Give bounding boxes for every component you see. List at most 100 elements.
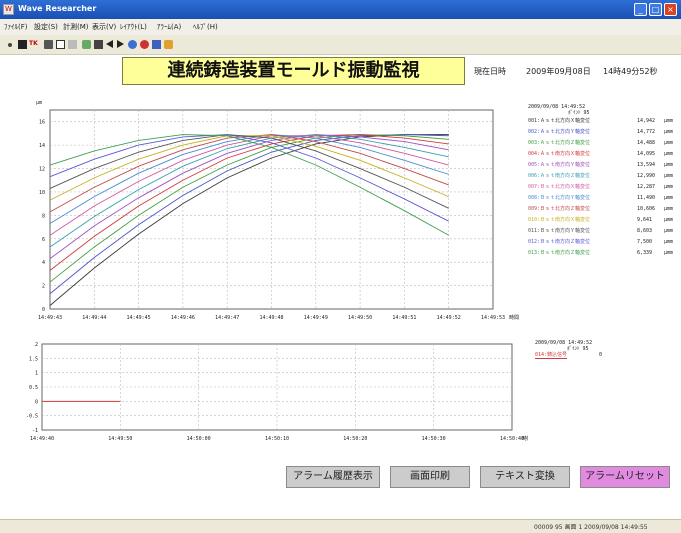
blue-circle-icon[interactable] (128, 40, 137, 49)
y-tick-label: 16 (39, 120, 45, 126)
legend-item: 004:Ａｓｔ南方向Ｘ軸変位 14,095 μmm (528, 149, 678, 160)
copy-icon[interactable] (68, 40, 77, 49)
series-line (49, 134, 449, 209)
legend-item: 002:Ａｓｔ北方向Ｙ軸変位 14,772 μmm (528, 127, 678, 138)
y-tick-label: 2 (42, 284, 45, 290)
menu-view[interactable]: 表示(V) (92, 23, 117, 31)
menu-bar: ﾌｧｲﾙ(F) 設定(S) 計測(M) 表示(V) ﾚｲｱｳﾄ(L) ｱﾗｰﾑ(… (0, 19, 681, 35)
y-tick-label: 8 (42, 213, 45, 219)
series-line (49, 134, 449, 222)
chart2-legend: 2009/09/08 14:49:52 ﾎﾟｲﾝﾄ 95 014:鋳込信号 0 (535, 340, 675, 359)
legend-label: 005:Ａｓｔ南方向Ｙ軸変位 (528, 162, 591, 168)
x-tick-label: 14:50:40 (500, 436, 524, 442)
x-tick-label: 14:49:50 (108, 436, 132, 442)
minimize-button[interactable]: _ (634, 3, 647, 16)
x-unit-label: 時間 (522, 436, 528, 442)
legend-label: 009:Ｂｓｔ北方向Ｚ軸変位 (528, 206, 591, 212)
legend-item: 006:Ａｓｔ南方向Ｚ軸変位 12,990 μmm (528, 171, 678, 182)
legend2-point: ﾎﾟｲﾝﾄ 95 (567, 346, 589, 352)
legend-value: 14,488 (637, 140, 656, 146)
legend-label: 002:Ａｓｔ北方向Ｙ軸変位 (528, 129, 591, 135)
y-tick-label: 12 (39, 167, 45, 173)
menu-alarm[interactable]: ｱﾗｰﾑ(A) (157, 23, 182, 31)
page-title: 連続鋳造装置モールド振動監視 (122, 57, 465, 85)
series-line (49, 134, 449, 248)
series-line (49, 135, 449, 201)
legend-value: 14,942 (637, 118, 656, 124)
alarm-history-button[interactable]: アラーム履歴表示 (286, 466, 380, 488)
legend-label: 012:Ｂｓｔ南方向Ｚ軸変位 (528, 239, 591, 245)
legend-item: 005:Ａｓｔ南方向Ｙ軸変位 13,594 μmm (528, 160, 678, 171)
title-bar: W Wave Researcher _ □ × (0, 0, 681, 19)
x-tick-label: 14:49:52 (437, 315, 461, 321)
legend-item: 008:Ｂｓｔ北方向Ｙ軸変位 11,490 μmm (528, 193, 678, 204)
close-button[interactable]: × (664, 3, 677, 16)
x-tick-label: 14:49:44 (82, 315, 106, 321)
legend-value: 8,603 (637, 228, 653, 234)
legend-unit: μmm (664, 184, 674, 190)
legend-label: 001:Ａｓｔ北方向Ｘ軸変位 (528, 118, 591, 124)
legend-label: 007:Ｂｓｔ北方向Ｘ軸変位 (528, 184, 591, 190)
legend-point: ﾎﾟｲﾝﾄ 95 (568, 110, 590, 116)
prev-icon[interactable] (106, 40, 113, 48)
legend-item: 009:Ｂｓｔ北方向Ｚ軸変位 10,606 μmm (528, 204, 678, 215)
y-tick-label: 0 (42, 307, 45, 313)
alarm-reset-button[interactable]: アラームリセット (580, 466, 670, 488)
menu-settings[interactable]: 設定(S) (34, 23, 58, 31)
y-tick-label: 0.5 (29, 385, 38, 391)
current-date: 2009年09月08日 (526, 67, 591, 76)
legend-unit: μmm (664, 217, 674, 223)
next-icon[interactable] (117, 40, 124, 48)
x-tick-label: 14:49:47 (215, 315, 239, 321)
legend-item: 003:Ａｓｔ北方向Ｚ軸変位 14,488 μmm (528, 138, 678, 149)
preview-icon[interactable] (56, 40, 65, 49)
x-tick-label: 14:49:50 (348, 315, 372, 321)
screen-print-button[interactable]: 画面印刷 (390, 466, 470, 488)
print-icon[interactable] (44, 40, 53, 49)
y-tick-label: 2 (35, 342, 38, 348)
x-unit-label: 時間 (509, 315, 519, 321)
maximize-button[interactable]: □ (649, 3, 662, 16)
text-convert-button[interactable]: テキスト変換 (480, 466, 570, 488)
menu-layout[interactable]: ﾚｲｱｳﾄ(L) (120, 23, 147, 31)
x-tick-label: 14:49:45 (127, 315, 151, 321)
y-tick-label: -1 (32, 428, 38, 434)
vibration-chart: 0 2 4 6 8 10 12 14 16 14:49:43 14:49:44 14:49:45 14:… (36, 100, 519, 321)
menu-file[interactable]: ﾌｧｲﾙ(F) (4, 23, 28, 31)
series-line (49, 135, 449, 236)
legend-item: 007:Ｂｓｔ北方向Ｘ軸変位 12,287 μmm (528, 182, 678, 193)
series-line (49, 134, 449, 271)
stop-icon[interactable] (18, 40, 27, 49)
window-icon[interactable] (152, 40, 161, 49)
x-tick-label: 14:50:00 (187, 436, 211, 442)
legend2-value: 0 (599, 352, 603, 358)
legend-value: 9,641 (637, 217, 653, 223)
red-circle-icon[interactable] (140, 40, 149, 49)
tool-icon[interactable] (164, 40, 173, 49)
datetime-label: 現在日時 (474, 67, 506, 76)
x-tick-label: 14:49:40 (30, 436, 54, 442)
legend-item: 013:Ｂｓｔ南方向Ｚ軸変位 6,339 μmm (528, 248, 678, 259)
legend-item: 011:Ｂｓｔ南方向Ｙ軸変位 8,603 μmm (528, 226, 678, 237)
tk-icon[interactable]: TK (29, 40, 38, 47)
series-line (49, 134, 449, 283)
toolbar: TK (0, 35, 681, 55)
y-tick-label: 4 (42, 260, 45, 266)
menu-measure[interactable]: 計測(M) (63, 23, 89, 31)
menu-help[interactable]: ﾍﾙﾌﾟ(H) (193, 23, 218, 31)
legend-unit: μmm (664, 173, 674, 179)
legend-unit: μmm (664, 162, 674, 168)
legend2-timestamp: 2009/09/08 14:49:52 (535, 340, 593, 346)
legend-value: 13,594 (637, 162, 656, 168)
paste-icon[interactable] (94, 40, 103, 49)
y-tick-label: 1.5 (29, 356, 38, 362)
x-tick-label: 14:50:10 (265, 436, 289, 442)
x-tick-label: 14:49:46 (171, 315, 195, 321)
legend-unit: μmm (664, 250, 674, 256)
legend-label: 003:Ａｓｔ北方向Ｚ軸変位 (528, 140, 591, 146)
legend-label: 010:Ｂｓｔ南方向Ｘ軸変位 (528, 217, 591, 223)
record-dot-icon[interactable] (8, 43, 12, 47)
cut-icon[interactable] (82, 40, 91, 49)
legend-unit: μmm (664, 118, 674, 124)
legend-unit: μmm (664, 239, 674, 245)
